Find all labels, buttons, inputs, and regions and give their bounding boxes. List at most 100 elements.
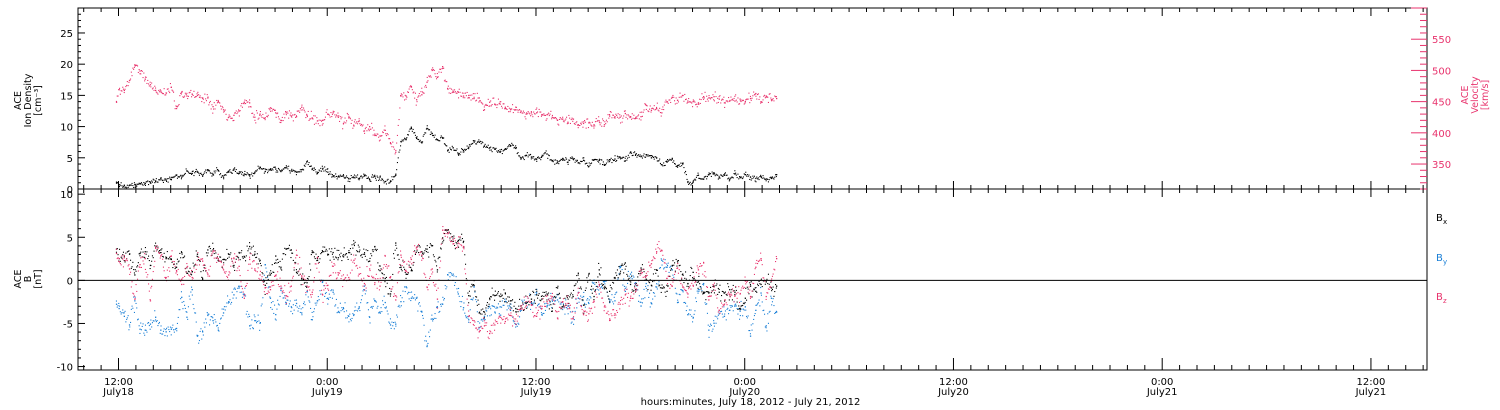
velocity-series-point <box>678 96 680 98</box>
by-series-point <box>432 320 434 322</box>
bz-series-point <box>222 269 225 271</box>
by-series-point <box>609 301 611 303</box>
density-series-point <box>533 159 535 161</box>
density-series-point <box>469 145 471 147</box>
bz-series-point <box>739 301 741 303</box>
density-series-point <box>757 178 759 180</box>
velocity-series-point <box>317 123 319 125</box>
bx-series-point <box>757 283 759 285</box>
velocity-series-point <box>523 112 525 114</box>
bx-series-point <box>369 260 371 262</box>
by-series-point <box>473 286 475 288</box>
by-series-point <box>375 301 377 303</box>
by-series-point <box>300 308 302 310</box>
by-series-point <box>266 271 268 273</box>
density-series-point <box>636 156 638 158</box>
bz-series-point <box>253 260 255 262</box>
velocity-series-point <box>269 109 271 111</box>
bx-series-point <box>511 300 513 302</box>
by-series-point <box>731 305 733 307</box>
bx-series-point <box>158 251 160 253</box>
bz-series-point <box>163 270 165 272</box>
bx-series-point <box>341 260 343 262</box>
bz-series-point <box>743 286 745 288</box>
bz-series-point <box>269 289 272 291</box>
velocity-series-point <box>568 114 570 116</box>
density-series-point <box>426 125 428 127</box>
velocity-series-point <box>238 110 240 112</box>
velocity-series-point <box>313 115 315 117</box>
by-series-point <box>399 306 401 308</box>
density-series-point <box>520 157 522 159</box>
bx-series-point <box>775 287 777 289</box>
bx-series-point <box>358 251 360 253</box>
by-series-point <box>627 270 629 272</box>
density-series-point <box>343 177 345 179</box>
bx-series-point <box>479 311 481 313</box>
bz-series-point <box>353 254 355 256</box>
by-series-point <box>766 330 768 332</box>
bx-series-point <box>632 290 634 292</box>
velocity-series-point <box>149 81 151 83</box>
velocity-series-point <box>468 97 470 99</box>
bx-series-point <box>579 287 581 289</box>
velocity-series-point <box>428 75 430 77</box>
by-series-point <box>495 307 497 309</box>
by-series-point <box>692 316 694 318</box>
velocity-series-point <box>259 111 261 113</box>
velocity-series-point <box>548 115 550 117</box>
bx-series-point <box>454 248 456 250</box>
density-series-point <box>375 179 377 181</box>
by-series-point <box>703 282 705 285</box>
by-series-point <box>149 323 152 325</box>
velocity-series-point <box>736 101 738 103</box>
velocity-series-point <box>656 102 658 104</box>
density-series-point <box>554 163 556 165</box>
density-series-point <box>699 177 701 179</box>
velocity-series-point <box>638 114 640 116</box>
bx-series-point <box>499 295 501 298</box>
by-series-point <box>408 298 410 300</box>
by-series-point <box>663 268 665 270</box>
by-series-point <box>492 305 494 307</box>
by-series-point <box>357 308 359 310</box>
density-series-point <box>346 175 348 177</box>
bx-series-point <box>620 264 622 266</box>
density-series-point <box>377 176 379 178</box>
velocity-series-point <box>562 120 564 122</box>
density-series-point <box>652 156 654 158</box>
bx-series-point <box>349 248 351 250</box>
density-series-point <box>706 176 708 178</box>
velocity-series-point <box>267 114 269 116</box>
density-series-point <box>509 144 512 146</box>
velocity-series-point <box>262 113 264 115</box>
velocity-series-point <box>387 134 389 136</box>
by-series-point <box>561 301 563 303</box>
bz-series-point <box>481 327 483 329</box>
bx-series-point <box>661 284 663 286</box>
bz-series-point <box>767 288 769 290</box>
density-series-point <box>162 181 164 183</box>
bz-series-point <box>637 284 639 286</box>
bx-series-point <box>254 251 256 253</box>
density-series-point <box>460 151 462 153</box>
velocity-series-point <box>139 70 141 72</box>
density-series-point <box>361 177 363 179</box>
bz-series-point <box>162 266 164 268</box>
bz-series-point <box>567 302 569 305</box>
velocity-series-point <box>199 95 201 97</box>
by-series-point <box>256 320 258 322</box>
by-series-point <box>327 297 329 299</box>
bx-series-point <box>749 282 751 284</box>
velocity-series-point <box>700 99 702 101</box>
velocity-series-point <box>443 67 445 69</box>
bz-series-point <box>718 309 720 311</box>
velocity-series-point <box>473 97 475 100</box>
bx-series-point <box>277 258 279 260</box>
velocity-series-point <box>257 118 259 120</box>
velocity-series-point <box>371 122 373 124</box>
bx-series-point <box>424 250 426 252</box>
bz-series-point <box>190 272 192 274</box>
by-series-point <box>344 302 346 304</box>
velocity-series-point <box>629 116 632 118</box>
